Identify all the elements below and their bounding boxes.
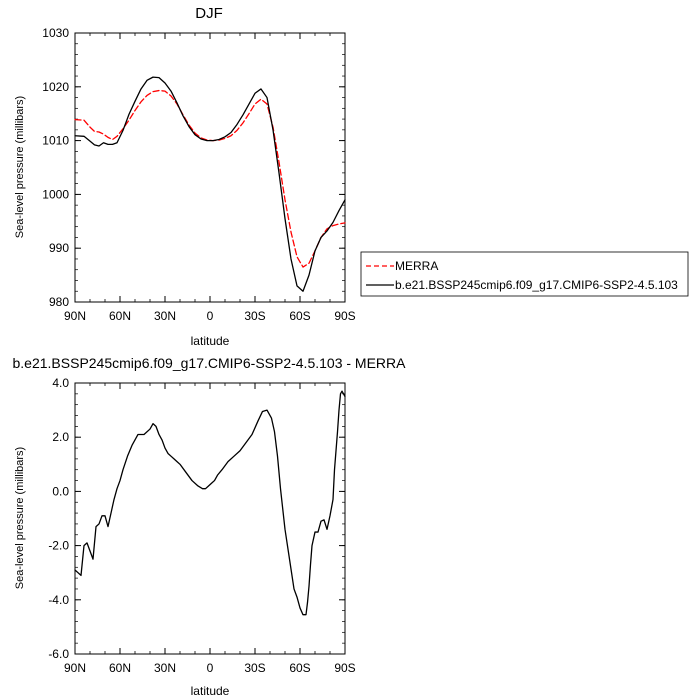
bottom-xtick-label: 30S [244,661,265,675]
bottom-xtick-label: 0 [207,661,214,675]
top-xtick-label: 90N [64,309,86,323]
legend-label-merra: MERRA [395,259,438,273]
bottom-series-line-0 [74,390,346,616]
bottom-ytick-label: -2.0 [48,539,69,553]
bottom-xtick-label: 60N [109,661,131,675]
bottom-series-lines [74,390,346,616]
top-ytick-label: 980 [49,295,69,309]
top-xtick-label: 30N [154,309,176,323]
top-ytick-label: 1000 [42,187,69,201]
bottom-xlabel: latitude [191,684,230,698]
bottom-ytick-label: 2.0 [52,430,69,444]
top-ylabel: Sea-level pressure (millibars) [14,96,26,238]
bottom-ytick-label: -4.0 [48,593,69,607]
top-xtick-label: 90S [334,309,355,323]
top-ytick-label: 1020 [42,80,69,94]
bottom-axes: 90N 60N 30N 0 30S 60S 90S -6.0 -4.0 -2.0 0.0 2.0 4.0 [48,376,355,675]
bottom-xtick-label: 30N [154,661,176,675]
top-series-line-1 [74,76,346,292]
legend: MERRA b.e21.BSSP245cmip6.f09_g17.CMIP6-S… [360,251,689,297]
top-chart-title: DJF [195,5,223,22]
bottom-xtick-label: 90N [64,661,86,675]
bottom-ytick-label: -6.0 [48,647,69,661]
top-xtick-label: 30S [244,309,265,323]
top-series-lines [74,76,346,292]
top-xlabel: latitude [191,334,230,348]
bottom-xtick-label: 90S [334,661,355,675]
bottom-chart-title: b.e21.BSSP245cmip6.f09_g17.CMIP6-SSP2-4.… [13,355,407,371]
bottom-xtick-label: 60S [289,661,310,675]
bottom-ytick-label: 0.0 [52,484,69,498]
top-xtick-label: 60N [109,309,131,323]
top-panel: DJF 90N 60N 30N 0 30S 60S 90S 980 990 1000 1010 102… [14,5,356,348]
top-ytick-label: 990 [49,241,69,255]
top-ytick-label: 1030 [42,26,69,40]
legend-label-model: b.e21.BSSP245cmip6.f09_g17.CMIP6-SSP2-4.… [395,278,678,292]
bottom-plot-frame [74,382,346,655]
top-axes: 90N 60N 30N 0 30S 60S 90S 980 990 1000 1010 1020 103… [42,26,355,323]
top-plot-frame [74,32,346,303]
bottom-ytick-label: 4.0 [52,376,69,390]
top-xtick-label: 60S [289,309,310,323]
top-xtick-label: 0 [207,309,214,323]
legend-frame [360,251,689,297]
top-series-line-0 [74,89,346,268]
bottom-panel: b.e21.BSSP245cmip6.f09_g17.CMIP6-SSP2-4.… [13,355,407,698]
bottom-ylabel: Sea-level pressure (millibars) [14,447,26,589]
top-ytick-label: 1010 [42,134,69,148]
